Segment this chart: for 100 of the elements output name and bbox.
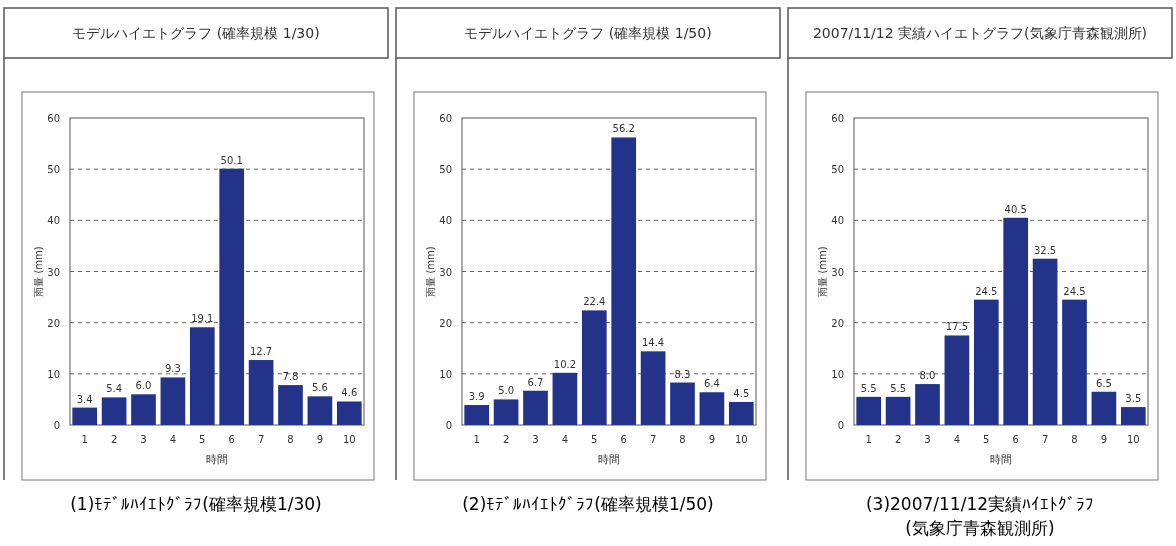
x-tick-label: 2 xyxy=(110,434,118,445)
y-tick-label: 40 xyxy=(831,215,844,227)
x-tick-label: 8 xyxy=(287,434,294,445)
y-axis-title: 雨量 (mm) xyxy=(817,246,828,297)
x-tick-label: 8 xyxy=(679,434,686,445)
bar xyxy=(699,392,725,425)
bar xyxy=(1032,258,1058,425)
x-tick-label: 5 xyxy=(591,434,598,445)
data-label: 4.6 xyxy=(341,387,358,399)
text: (3)2007/11/12実績ﾊｲｴﾄｸﾞﾗﾌ xyxy=(865,494,1095,514)
data-label: 17.5 xyxy=(945,321,969,333)
bar xyxy=(160,377,186,425)
text: (1)ﾓﾃﾞﾙﾊｲｴﾄｸﾞﾗﾌ(確率規模1/30) xyxy=(70,494,322,514)
bar xyxy=(885,396,911,425)
bar xyxy=(611,137,637,425)
y-tick-label: 60 xyxy=(831,113,844,124)
bar xyxy=(523,390,548,425)
bar xyxy=(219,168,245,425)
x-tick-label: 3 xyxy=(924,434,931,445)
y-tick-label: 0 xyxy=(837,420,844,431)
x-tick-label: 7 xyxy=(257,434,265,445)
data-label: 19.1 xyxy=(191,313,214,325)
x-axis-title: 時間 xyxy=(206,453,228,466)
x-tick-label: 4 xyxy=(953,434,961,445)
bar xyxy=(973,299,999,425)
data-label: 3.4 xyxy=(76,393,93,405)
bar xyxy=(856,396,882,425)
data-label: 6.0 xyxy=(135,380,152,392)
x-tick-label: 6 xyxy=(1012,434,1019,445)
x-tick-label: 7 xyxy=(649,434,657,445)
y-tick-label: 40 xyxy=(439,215,452,227)
y-tick-label: 0 xyxy=(53,420,60,431)
x-tick-label: 3 xyxy=(532,434,539,445)
data-label: 32.5 xyxy=(1033,244,1057,256)
y-tick-label: 20 xyxy=(47,317,60,329)
data-label: 6.7 xyxy=(527,376,544,388)
y-tick-label: 50 xyxy=(439,164,452,176)
data-label: 4.5 xyxy=(733,387,750,399)
x-tick-label: 4 xyxy=(561,434,569,445)
x-tick-label: 6 xyxy=(228,434,235,445)
x-axis-title: 時間 xyxy=(598,453,620,466)
data-label: 14.4 xyxy=(641,337,665,349)
data-label: 50.1 xyxy=(220,154,243,166)
x-tick-label: 1 xyxy=(473,434,480,445)
text: (2)ﾓﾃﾞﾙﾊｲｴﾄｸﾞﾗﾌ(確率規模1/50) xyxy=(462,494,714,514)
data-label: 6.4 xyxy=(703,378,720,390)
y-tick-label: 10 xyxy=(47,368,60,380)
y-axis-title: 雨量 (mm) xyxy=(33,246,44,297)
x-tick-label: 5 xyxy=(199,434,206,445)
y-tick-label: 30 xyxy=(47,266,60,278)
bar xyxy=(307,396,333,425)
data-label: 6.5 xyxy=(1095,377,1112,389)
y-tick-label: 30 xyxy=(831,266,844,278)
data-label: 8.3 xyxy=(674,368,691,380)
bar xyxy=(670,382,695,425)
data-label: 24.5 xyxy=(1063,285,1086,297)
x-tick-label: 2 xyxy=(894,434,902,445)
x-tick-label: 2 xyxy=(502,434,510,445)
bar xyxy=(278,385,303,425)
chart-title: モデルハイエトグラフ (確率規模 1/30) xyxy=(72,25,320,41)
x-tick-label: 7 xyxy=(1041,434,1049,445)
x-tick-label: 9 xyxy=(1100,434,1108,445)
x-tick-label: 5 xyxy=(983,434,990,445)
bar xyxy=(101,397,127,425)
x-tick-label: 8 xyxy=(1071,434,1078,445)
data-label: 10.2 xyxy=(553,358,577,370)
text: (気象庁青森観測所) xyxy=(905,518,1055,538)
data-label: 8.0 xyxy=(919,370,936,382)
bar xyxy=(1091,391,1117,425)
bar xyxy=(131,394,156,425)
x-tick-label: 4 xyxy=(169,434,177,445)
chart-title: モデルハイエトグラフ (確率規模 1/50) xyxy=(464,25,712,41)
data-label: 12.7 xyxy=(249,346,273,358)
y-tick-label: 60 xyxy=(439,113,452,124)
data-label: 3.9 xyxy=(468,391,485,403)
bar xyxy=(1062,299,1087,425)
bar xyxy=(1120,407,1146,425)
y-tick-label: 0 xyxy=(445,420,452,431)
y-tick-label: 10 xyxy=(439,368,452,380)
y-tick-label: 10 xyxy=(831,368,844,380)
bar xyxy=(1003,217,1029,425)
bar xyxy=(728,401,754,425)
y-tick-label: 20 xyxy=(831,317,844,329)
data-label: 5.5 xyxy=(890,382,907,394)
x-tick-label: 9 xyxy=(316,434,324,445)
bar xyxy=(189,327,215,425)
x-tick-label: 1 xyxy=(865,434,872,445)
data-label: 22.4 xyxy=(583,296,606,308)
chart-title: 2007/11/12 実績ハイエトグラフ(気象庁青森観測所) xyxy=(812,25,1148,41)
y-tick-label: 50 xyxy=(47,164,60,176)
bar xyxy=(248,360,274,425)
data-label: 3.5 xyxy=(1125,393,1142,405)
data-label: 56.2 xyxy=(612,123,635,135)
bar xyxy=(464,405,490,425)
x-tick-label: 3 xyxy=(140,434,147,445)
bar xyxy=(915,384,940,425)
x-tick-label: 10 xyxy=(342,434,356,445)
x-tick-label: 9 xyxy=(708,434,716,445)
bar xyxy=(336,401,362,425)
data-label: 9.3 xyxy=(164,363,181,375)
